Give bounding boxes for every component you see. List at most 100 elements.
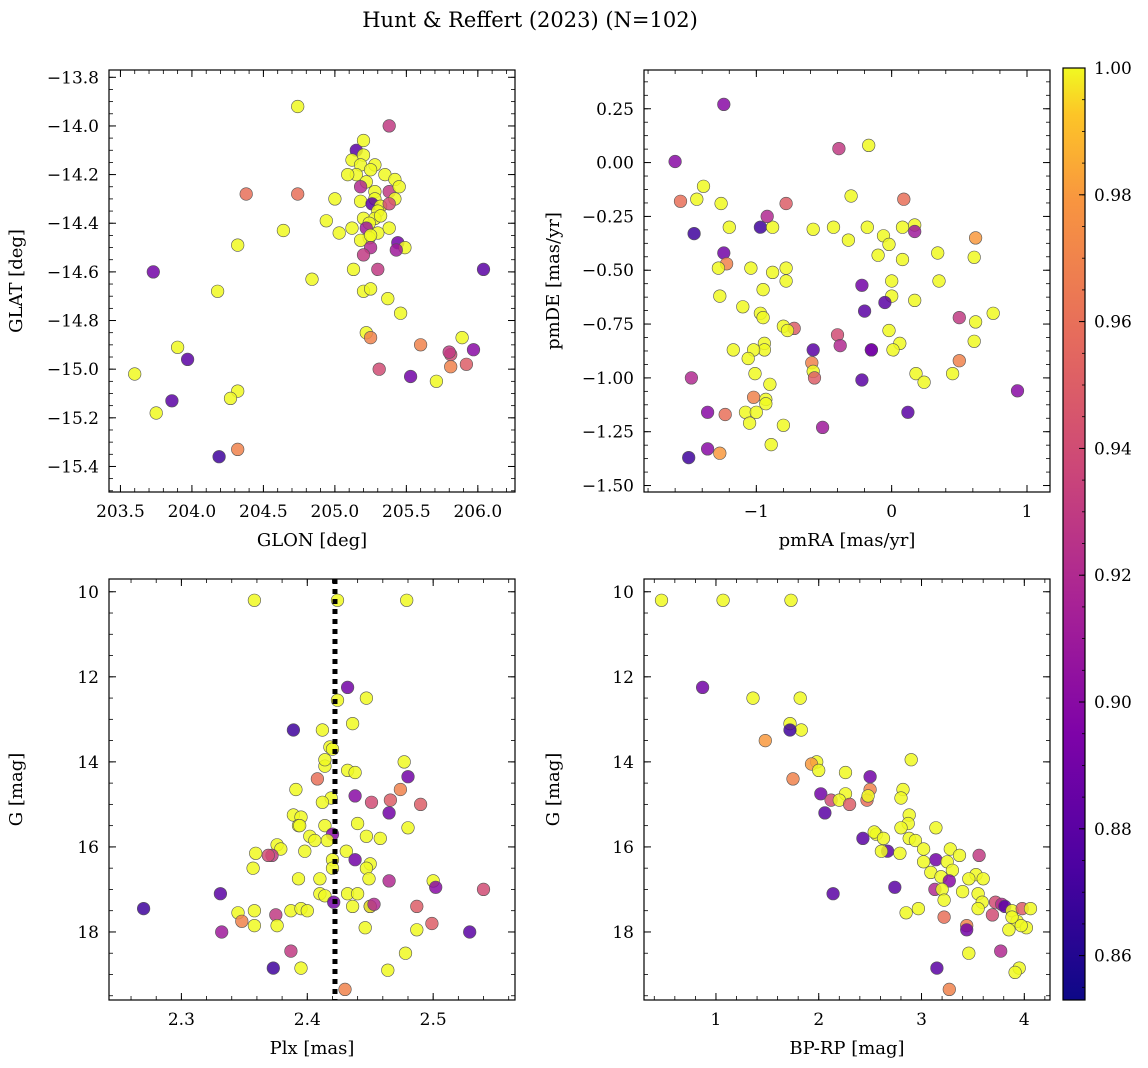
data-point [338, 982, 352, 997]
x-tick-label: 1 [711, 1010, 722, 1030]
data-point [673, 194, 688, 208]
colorbar-tick-label: 1.00 [1094, 59, 1132, 79]
data-point [784, 593, 798, 607]
colorbar-gradient [1063, 68, 1085, 1000]
data-point [874, 844, 889, 858]
points-pm [668, 97, 1025, 465]
data-point [181, 352, 195, 367]
colorbar: 0.86 0.88 0.90 0.92 0.94 0.96 0.98 1.00 [1062, 59, 1132, 1001]
data-point [294, 961, 308, 975]
y-tick-label: −0.75 [582, 315, 634, 335]
data-point [744, 261, 758, 275]
y-tick-label: −0.25 [582, 207, 634, 227]
colorbar-tick-label: 0.90 [1094, 693, 1132, 713]
data-point [687, 227, 701, 241]
data-point [654, 593, 669, 607]
y-tick-label: 16 [77, 838, 99, 858]
data-point [885, 274, 899, 288]
data-point [713, 446, 727, 460]
data-point [967, 250, 981, 264]
data-point [765, 220, 780, 234]
data-point [293, 818, 307, 833]
y-tick-label: −15.4 [47, 457, 99, 477]
data-point [714, 196, 728, 211]
y-tick-label: 14 [77, 753, 99, 773]
data-point [962, 946, 976, 960]
data-point [128, 367, 142, 381]
data-point [765, 265, 780, 280]
data-point [381, 963, 395, 977]
y-tick-label: 16 [612, 838, 634, 858]
data-point [783, 723, 797, 737]
y-tick-label: 0.25 [596, 100, 634, 120]
data-point [359, 691, 374, 705]
data-point [937, 893, 951, 907]
data-point [952, 311, 966, 325]
data-point [414, 338, 428, 352]
data-point [364, 228, 378, 242]
data-point [398, 946, 413, 960]
data-point [700, 442, 715, 456]
data-point [476, 882, 491, 897]
data-point [146, 265, 160, 279]
data-point [742, 416, 757, 430]
data-point [718, 407, 732, 422]
data-point [318, 818, 332, 833]
data-point [764, 438, 778, 452]
data-point [356, 248, 371, 262]
data-point [814, 787, 828, 801]
data-point [916, 855, 931, 869]
data-point [932, 274, 946, 288]
data-point [929, 821, 943, 835]
data-point [249, 846, 263, 860]
y-tick-label: −15.2 [47, 409, 99, 429]
data-point [917, 375, 931, 389]
data-point [960, 923, 974, 937]
data-point [862, 138, 876, 152]
data-point [313, 872, 327, 886]
y-tick-label: −1.00 [582, 369, 634, 389]
data-point [741, 351, 755, 366]
data-point [466, 343, 481, 357]
data-point [429, 880, 443, 894]
data-point [833, 339, 847, 353]
y-tick-label: −14.0 [47, 117, 99, 137]
data-point [305, 272, 319, 286]
data-point [394, 306, 408, 320]
data-point [231, 442, 245, 457]
colorbar-frame [1062, 67, 1086, 1001]
y-tick-label: −13.8 [47, 68, 99, 88]
data-point [1010, 384, 1025, 398]
data-point [463, 925, 477, 939]
panel-plx-g: 2.3 2.4 2.5 10 12 14 16 18 Plx [mas] G [mag] [6, 578, 516, 1059]
data-point [760, 209, 774, 223]
data-point [942, 982, 956, 997]
x-axis-label: BP-RP [mag] [789, 1038, 904, 1059]
data-point [332, 226, 346, 240]
data-point [362, 872, 376, 886]
data-point [382, 197, 396, 211]
y-tick-label: 14 [612, 753, 634, 773]
data-point [212, 450, 226, 464]
data-point [878, 295, 892, 310]
data-point [832, 142, 846, 156]
data-point [726, 343, 740, 357]
data-point [812, 763, 826, 778]
data-point [746, 691, 760, 705]
x-tick-label: 205.5 [382, 502, 431, 522]
data-point [231, 238, 245, 252]
colorbar-tick-label: 0.92 [1094, 566, 1132, 586]
data-point [348, 765, 362, 780]
data-point [414, 797, 428, 812]
data-point [776, 418, 791, 432]
data-point [826, 887, 840, 901]
data-point [962, 872, 976, 886]
data-point [400, 593, 414, 607]
data-point [842, 797, 857, 812]
y-tick-label: −1.25 [582, 423, 634, 443]
data-point [844, 189, 858, 203]
y-tick-label: −14.8 [47, 312, 99, 332]
data-point [284, 944, 298, 958]
data-point [942, 874, 956, 888]
data-point [364, 282, 378, 296]
